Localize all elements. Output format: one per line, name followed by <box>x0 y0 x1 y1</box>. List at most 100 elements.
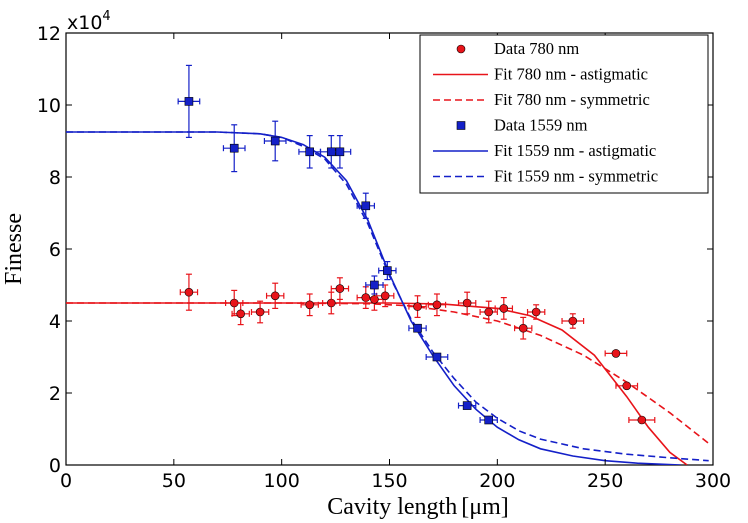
data-point-780nm <box>628 415 656 425</box>
y-tick-label: 4 <box>49 311 61 333</box>
x-tick-label: 0 <box>60 470 72 492</box>
marker-circle <box>611 349 621 358</box>
legend-label: Data 780 nm <box>494 39 579 58</box>
legend: Data 780 nm Fit 780 nm - astigmatic Fit 78… <box>419 34 709 194</box>
data-point-1559nm <box>328 135 352 169</box>
marker-circle <box>484 307 494 317</box>
marker-square <box>462 401 472 410</box>
data-point-780nm <box>604 349 628 358</box>
marker-square <box>184 97 194 106</box>
marker-square <box>432 352 442 362</box>
marker-circle <box>326 298 336 308</box>
data-point-1559nm <box>177 64 201 138</box>
marker-circle <box>184 287 194 297</box>
data-point-780nm <box>250 300 270 324</box>
data-point-1559nm <box>378 261 397 281</box>
data-point-780nm <box>615 381 639 391</box>
data-point-1559nm <box>479 415 498 425</box>
x-tick-label: 200 <box>479 470 515 492</box>
data-point-780nm <box>427 293 447 317</box>
data-point-780nm <box>265 282 285 309</box>
data-point-1559nm <box>408 323 427 333</box>
legend-box <box>419 34 709 194</box>
axis-ticks: 0 50 100 150 200 250 300 0 2 4 6 8 10 12 <box>37 23 731 492</box>
marker-circle <box>637 415 647 425</box>
x-axis-unit: [μm] <box>461 494 509 520</box>
marker-circle <box>432 300 442 310</box>
marker-square <box>413 323 422 333</box>
legend-label: Fit 1559 nm - symmetric <box>494 167 658 186</box>
marker-circle <box>568 316 578 326</box>
marker-circle <box>229 298 239 308</box>
y-multiplier-exponent: 4 <box>102 9 110 24</box>
legend-sample-3 <box>456 121 466 130</box>
marker-square <box>270 136 280 146</box>
marker-square <box>370 280 379 290</box>
data-point-780nm <box>561 313 585 329</box>
y-multiplier: x104 <box>67 9 111 34</box>
data-point-1559nm <box>222 124 246 173</box>
data-point-1559nm <box>263 120 287 162</box>
marker-circle <box>305 300 315 310</box>
legend-label: Fit 780 nm - astigmatic <box>494 65 648 84</box>
data-point-780nm <box>375 284 395 308</box>
marker-circle <box>236 309 245 319</box>
marker-circle <box>622 381 632 391</box>
data-points <box>177 64 656 425</box>
legend-label: Fit 780 nm - symmetric <box>494 90 650 109</box>
data-point-780nm <box>231 302 250 326</box>
marker-square <box>383 266 392 275</box>
marker-square <box>305 147 315 157</box>
y-tick-label: 0 <box>49 455 61 477</box>
marker-square <box>361 201 371 211</box>
fit-curves <box>66 131 710 465</box>
data-point-780nm <box>479 300 498 324</box>
marker-circle <box>531 307 541 317</box>
x-axis-title: Cavity length [μm] <box>327 494 509 520</box>
data-point-1559nm <box>457 401 477 410</box>
marker-square <box>229 143 239 153</box>
x-tick-label: 150 <box>371 470 407 492</box>
legend-label: Data 1559 nm <box>494 116 588 135</box>
legend-marker-square <box>456 121 466 130</box>
x-axis-title-text: Cavity length <box>327 494 457 520</box>
x-tick-label: 300 <box>695 470 731 492</box>
marker-circle <box>518 323 528 333</box>
fit-curve-0 <box>66 302 688 465</box>
y-tick-label: 10 <box>37 95 61 117</box>
data-point-780nm <box>494 297 514 320</box>
marker-circle <box>255 307 265 317</box>
data-point-780nm <box>330 277 350 300</box>
y-tick-label: 6 <box>49 239 61 261</box>
y-tick-label: 12 <box>37 23 61 45</box>
x-tick-label: 100 <box>264 470 300 492</box>
data-point-780nm <box>513 316 533 340</box>
fit-curve-2 <box>66 131 681 465</box>
data-point-780nm <box>526 304 546 320</box>
x-tick-label: 250 <box>587 470 623 492</box>
fit-curve-1 <box>66 302 710 445</box>
legend-sample-0 <box>456 44 466 54</box>
marker-circle <box>270 291 280 301</box>
marker-circle <box>335 284 345 293</box>
data-point-1559nm <box>365 275 384 295</box>
data-point-1559nm <box>356 192 376 219</box>
y-axis-title: Finesse <box>1 213 27 285</box>
data-point-780nm <box>322 291 341 315</box>
data-point-1559nm <box>425 352 449 362</box>
y-tick-label: 2 <box>49 383 61 405</box>
marker-circle <box>462 298 472 308</box>
legend-label: Fit 1559 nm - astigmatic <box>494 141 656 160</box>
legend-marker-circle <box>456 44 466 54</box>
marker-square <box>335 147 345 157</box>
marker-square <box>484 415 494 425</box>
y-tick-label: 8 <box>49 167 61 189</box>
data-point-780nm <box>179 273 199 311</box>
x-tick-label: 50 <box>162 470 186 492</box>
data-point-780nm <box>457 291 477 315</box>
marker-circle <box>370 295 379 304</box>
data-point-780nm <box>300 293 319 317</box>
marker-circle <box>380 291 390 301</box>
marker-circle <box>499 304 509 313</box>
